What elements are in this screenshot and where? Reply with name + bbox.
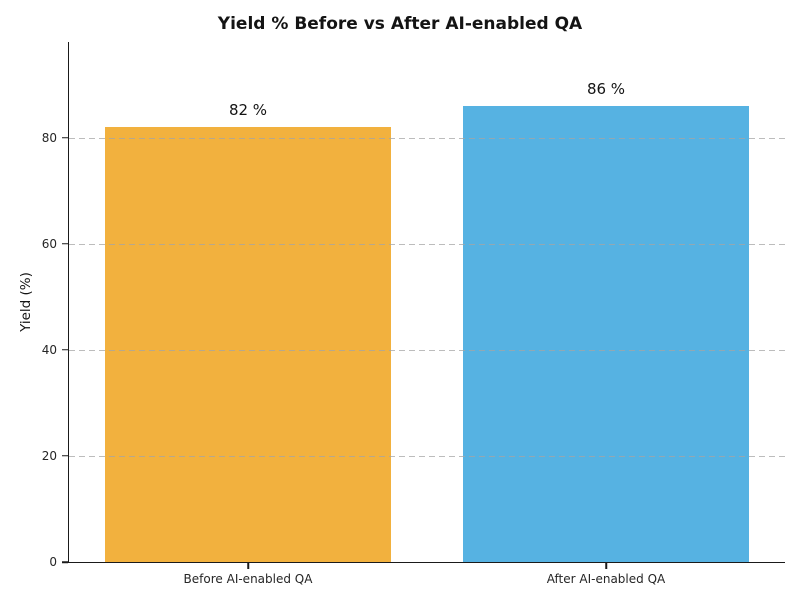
plot-area: 82 % Before AI-enabled QA 86 % After AI-ena… (42, 42, 785, 586)
y-tick-mark-80 (61, 136, 68, 139)
y-tick-mark-20 (61, 455, 68, 457)
y-axis-title: Yield (%) (18, 272, 34, 332)
y-tick-label-20: 20 (41, 448, 57, 463)
y-tick-label-40: 40 (41, 342, 57, 357)
y-tick-label-0: 0 (49, 555, 57, 569)
y-tick-label-60: 60 (41, 236, 57, 251)
gridline-40 (69, 349, 785, 351)
bar-value-label-0: 82 % (228, 100, 268, 119)
y-tick-mark-0 (61, 561, 68, 563)
bar-0 (104, 126, 392, 562)
gridline-20 (69, 455, 785, 457)
x-tick-mark-0 (247, 562, 249, 569)
x-tick-label-1: After AI-enabled QA (546, 572, 666, 586)
gridline-60 (69, 243, 785, 245)
y-tick-label-80: 80 (41, 130, 57, 145)
x-tick-mark-1 (605, 562, 607, 569)
bar-1 (462, 105, 750, 562)
gridline-80 (69, 137, 785, 139)
y-tick-mark-60 (61, 242, 68, 245)
x-tick-label-0: Before AI-enabled QA (183, 572, 313, 586)
bar-value-label-1: 86 % (586, 79, 626, 98)
chart-title: Yield % Before vs After AI-enabled QA (217, 14, 583, 34)
y-tick-mark-40 (61, 349, 68, 351)
